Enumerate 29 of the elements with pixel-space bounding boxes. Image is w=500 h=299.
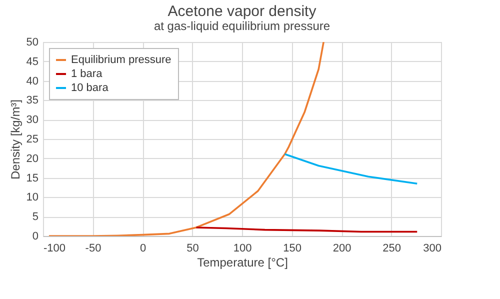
- y-tick-label: 5: [32, 211, 38, 224]
- chart-title: Acetone vapor density: [168, 3, 317, 20]
- legend-label: 10 bara: [71, 82, 110, 94]
- y-tick-label: 25: [26, 134, 38, 146]
- x-tick-label: 200: [332, 242, 352, 254]
- x-tick-label: -50: [85, 242, 102, 254]
- y-tick-label: 15: [26, 172, 38, 184]
- x-tick-label: -100: [44, 242, 66, 254]
- legend-label: Equilibrium pressure: [71, 54, 172, 66]
- x-tick-label: 0: [140, 242, 146, 254]
- y-tick-label: 10: [26, 192, 38, 204]
- x-tick-label: 250: [382, 242, 401, 254]
- x-axis-title: Temperature [°C]: [197, 256, 288, 270]
- chart-subtitle: at gas-liquid equilibrium pressure: [154, 19, 330, 33]
- line-series: [48, 42, 324, 236]
- y-tick-label: 40: [26, 75, 38, 88]
- x-tick-label: 50: [186, 242, 199, 254]
- y-tick-label: 35: [26, 94, 38, 107]
- y-tick-label: 20: [26, 152, 38, 165]
- x-tick-label: 150: [283, 242, 302, 254]
- y-axis-title: Density [kg/m³]: [8, 99, 22, 180]
- y-tick-label: 30: [26, 114, 38, 126]
- line-series: [284, 153, 418, 185]
- legend-label: 1 bara: [71, 68, 104, 80]
- y-tick-label: 50: [26, 36, 38, 48]
- x-tick-label: 100: [233, 242, 252, 254]
- y-tick-label: 45: [26, 56, 38, 68]
- y-tick-label: 0: [32, 230, 38, 242]
- x-tick-label: 300: [423, 242, 442, 254]
